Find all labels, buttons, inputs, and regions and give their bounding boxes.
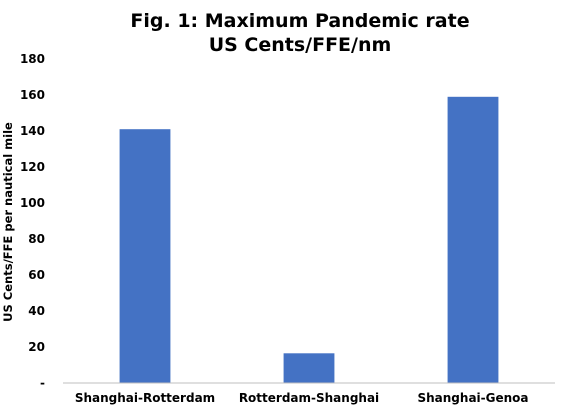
x-axis: Shanghai-Rotterdam Rotterdam-Shanghai Shan… bbox=[75, 391, 529, 405]
y-tick-label: - bbox=[40, 376, 45, 390]
bar-shanghai-rotterdam bbox=[119, 129, 171, 383]
y-axis-title: US Cents/FFE per nautical mile bbox=[1, 122, 15, 322]
bars bbox=[119, 96, 499, 384]
y-tick-label: 20 bbox=[28, 340, 45, 354]
y-tick-label: 100 bbox=[20, 196, 45, 210]
y-tick-label: 160 bbox=[20, 88, 45, 102]
y-tick-label: 40 bbox=[28, 304, 45, 318]
bar-rotterdam-shanghai bbox=[283, 353, 335, 383]
x-tick-label: Rotterdam-Shanghai bbox=[239, 391, 379, 405]
x-tick-label: Shanghai-Genoa bbox=[417, 391, 528, 405]
y-tick-label: 120 bbox=[20, 160, 45, 174]
bar-shanghai-genoa bbox=[447, 96, 499, 384]
x-tick-label: Shanghai-Rotterdam bbox=[75, 391, 215, 405]
y-axis: - 20 40 60 80 100 120 140 160 180 bbox=[20, 52, 45, 390]
y-tick-label: 60 bbox=[28, 268, 45, 282]
y-tick-label: 180 bbox=[20, 52, 45, 66]
y-tick-label: 80 bbox=[28, 232, 45, 246]
chart-subtitle: US Cents/FFE/nm bbox=[209, 34, 392, 56]
chart-title: Fig. 1: Maximum Pandemic rate bbox=[130, 10, 469, 32]
y-tick-label: 140 bbox=[20, 124, 45, 138]
